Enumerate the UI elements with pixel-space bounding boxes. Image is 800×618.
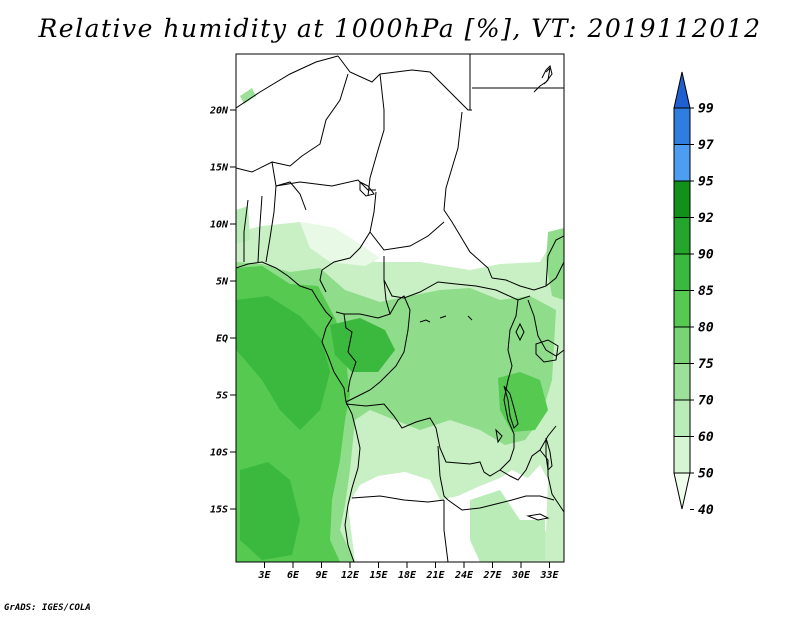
border-niger-libya <box>337 55 472 111</box>
border-togo <box>257 195 263 263</box>
border-gabon-congo <box>343 313 357 393</box>
border-nigeria-cameroon <box>319 191 377 293</box>
red-sea-coast <box>533 65 553 93</box>
colorbar-box <box>673 399 691 437</box>
colorbar-box <box>673 180 691 218</box>
border-ghana <box>243 199 249 262</box>
x-tick-label: 12E <box>341 570 360 581</box>
map-frame <box>235 53 565 563</box>
x-tick-label: 21E <box>425 570 445 581</box>
y-tick-label: 15S <box>210 505 228 516</box>
x-tick-label: 3E <box>257 570 271 581</box>
x-tick-label: 24E <box>454 570 474 581</box>
x-tick-label: 9E <box>315 570 328 581</box>
y-tick-label: 5S <box>216 391 228 402</box>
border-chad-sudan <box>443 111 493 279</box>
border-drc-angola <box>345 403 501 477</box>
y-tick-label: 15N <box>210 163 229 174</box>
y-tick-label: 10N <box>210 220 229 231</box>
west-africa-coastline <box>236 261 361 562</box>
colorbar-box <box>673 253 691 291</box>
colorbar-box <box>673 107 691 145</box>
colorbar-top-arrow <box>673 71 691 109</box>
colorbar-label: 90 <box>698 248 714 263</box>
colorbar-label: 97 <box>698 138 714 153</box>
colorbar-box <box>673 217 691 255</box>
colorbar-bottom-arrow <box>673 472 691 510</box>
colorbar-box <box>673 436 691 474</box>
x-tick-label: 30E <box>511 570 531 581</box>
country-borders <box>236 54 564 562</box>
y-tick-label: 20N <box>209 106 229 117</box>
border-niger-nigeria <box>275 179 376 191</box>
humidity-patch-gabon <box>330 318 395 372</box>
x-tick-label: 18E <box>398 570 417 581</box>
border-sudan-south <box>491 261 564 291</box>
y-tick-label: EQ <box>216 334 228 345</box>
border-algeria-niger <box>236 55 339 109</box>
colorbar-label: 99 <box>698 102 714 117</box>
border-ethiopia <box>545 235 564 287</box>
border-botswana <box>443 500 449 562</box>
lake-tanganyika <box>503 385 519 429</box>
colorbar-label: 40 <box>698 503 714 518</box>
colorbar-label: 75 <box>698 357 714 372</box>
border-congo-drc <box>345 295 411 403</box>
humidity-patch-angola-south <box>470 490 545 562</box>
colorbar-label: 85 <box>698 284 714 299</box>
x-axis: 3E 6E 9E 12E 15E 18E 21E 24E 27E 30E 33E <box>257 562 560 581</box>
border-uganda-kenya <box>527 299 564 357</box>
humidity-patch-atlantic-north <box>236 206 250 244</box>
colorbar-box <box>673 363 691 401</box>
x-tick-label: 6E <box>287 570 300 581</box>
colorbar-box <box>673 144 691 182</box>
lake-mweru <box>495 428 503 444</box>
border-benin <box>265 185 277 263</box>
x-tick-label: 15E <box>369 570 388 581</box>
border-zimbabwe <box>447 495 555 511</box>
humidity-patch-sw <box>240 462 300 560</box>
colorbar-box <box>673 290 691 328</box>
x-tick-label: 33E <box>539 570 559 581</box>
lake-malawi <box>545 437 553 472</box>
border-angola-zambia <box>437 445 449 501</box>
colorbar-label: 60 <box>698 430 714 445</box>
border-burkina <box>236 161 307 211</box>
chart-title: Relative humidity at 1000hPa [%], VT: 20… <box>38 14 762 43</box>
humidity-patch-north <box>300 222 380 266</box>
y-tick-label: 5N <box>216 277 229 288</box>
river-segments <box>419 66 551 323</box>
credit-label: GrADS: IGES/COLA <box>4 603 91 613</box>
colorbar-box <box>673 326 691 364</box>
colorbar: 99 97 95 92 90 85 80 75 70 60 50 40 <box>673 71 714 518</box>
humidity-shading <box>236 88 564 562</box>
border-zambia-east <box>499 425 557 481</box>
humidity-patch-corner <box>240 88 256 104</box>
colorbar-label: 70 <box>698 394 714 409</box>
lake-victoria <box>535 339 559 363</box>
x-tick-label: 27E <box>482 570 502 581</box>
border-mali-niger <box>271 73 349 167</box>
colorbar-label: 95 <box>698 175 714 190</box>
humidity-area-very-strong <box>236 296 330 430</box>
colorbar-label: 50 <box>698 467 714 482</box>
border-car-south <box>383 256 531 301</box>
border-chad-car <box>369 221 445 251</box>
colorbar-label: 92 <box>698 211 714 226</box>
border-drc-east <box>499 299 519 471</box>
border-angola-namibia <box>351 495 445 503</box>
lake-chad <box>359 181 375 197</box>
border-niger-chad <box>367 73 385 197</box>
y-axis: 20N 15N 10N 5N EQ 5S 10S 15S <box>209 106 236 516</box>
y-tick-label: 10S <box>210 448 228 459</box>
colorbar-label: 80 <box>698 321 714 336</box>
lake-albert <box>515 322 525 342</box>
lake-kariba <box>526 513 550 521</box>
